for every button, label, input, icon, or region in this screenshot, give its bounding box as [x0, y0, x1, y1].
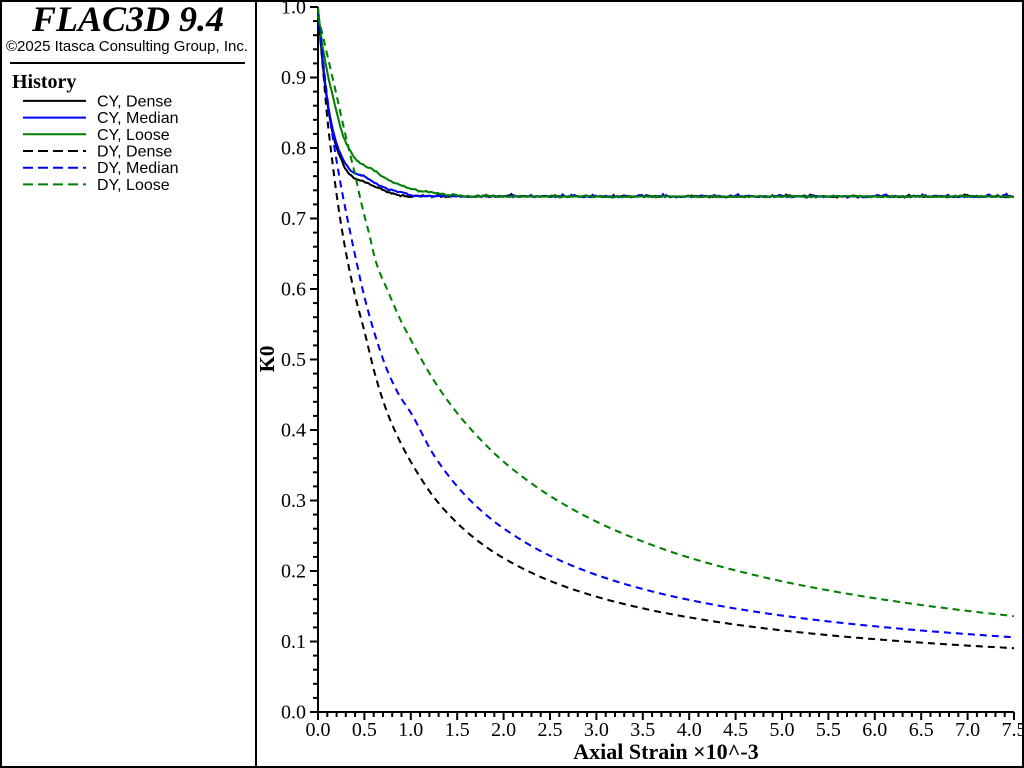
svg-text:DY, Median: DY, Median — [97, 160, 179, 177]
svg-text:2.0: 2.0 — [491, 719, 516, 741]
svg-text:0.9: 0.9 — [281, 67, 306, 89]
svg-text:CY, Dense: CY, Dense — [97, 93, 172, 110]
svg-text:0.4: 0.4 — [281, 420, 306, 442]
svg-text:0.3: 0.3 — [281, 490, 306, 512]
svg-text:0.7: 0.7 — [281, 208, 306, 230]
svg-text:Axial Strain ×10^-3: Axial Strain ×10^-3 — [573, 739, 758, 764]
svg-text:1.5: 1.5 — [445, 719, 470, 741]
svg-text:5.5: 5.5 — [816, 719, 841, 741]
svg-text:DY, Dense: DY, Dense — [97, 144, 172, 161]
svg-text:0.1: 0.1 — [281, 631, 306, 653]
svg-text:DY, Loose: DY, Loose — [97, 177, 170, 194]
svg-text:2.5: 2.5 — [538, 719, 563, 741]
svg-text:6.5: 6.5 — [909, 719, 934, 741]
svg-text:CY, Loose: CY, Loose — [97, 127, 170, 144]
svg-text:0.0: 0.0 — [306, 719, 331, 741]
svg-text:0.5: 0.5 — [281, 349, 306, 371]
svg-text:K0: K0 — [255, 346, 279, 373]
svg-text:6.0: 6.0 — [862, 719, 887, 741]
svg-text:3.0: 3.0 — [584, 719, 609, 741]
svg-text:CY, Median: CY, Median — [97, 110, 179, 127]
svg-text:History: History — [12, 71, 76, 93]
svg-text:1.0: 1.0 — [398, 719, 423, 741]
svg-text:0.6: 0.6 — [281, 279, 306, 301]
svg-text:0.0: 0.0 — [281, 702, 306, 724]
svg-text:0.8: 0.8 — [281, 138, 306, 160]
svg-text:FLAC3D 9.4: FLAC3D 9.4 — [31, 0, 224, 39]
svg-text:7.0: 7.0 — [955, 719, 980, 741]
svg-text:0.5: 0.5 — [352, 719, 377, 741]
svg-text:5.0: 5.0 — [770, 719, 795, 741]
svg-text:©2025 Itasca Consulting Group,: ©2025 Itasca Consulting Group, Inc. — [6, 38, 248, 55]
svg-text:4.0: 4.0 — [677, 719, 702, 741]
svg-text:1.0: 1.0 — [281, 0, 306, 19]
svg-text:7.5: 7.5 — [1002, 719, 1024, 741]
svg-text:0.2: 0.2 — [281, 561, 306, 583]
svg-text:4.5: 4.5 — [723, 719, 748, 741]
svg-text:3.5: 3.5 — [630, 719, 655, 741]
